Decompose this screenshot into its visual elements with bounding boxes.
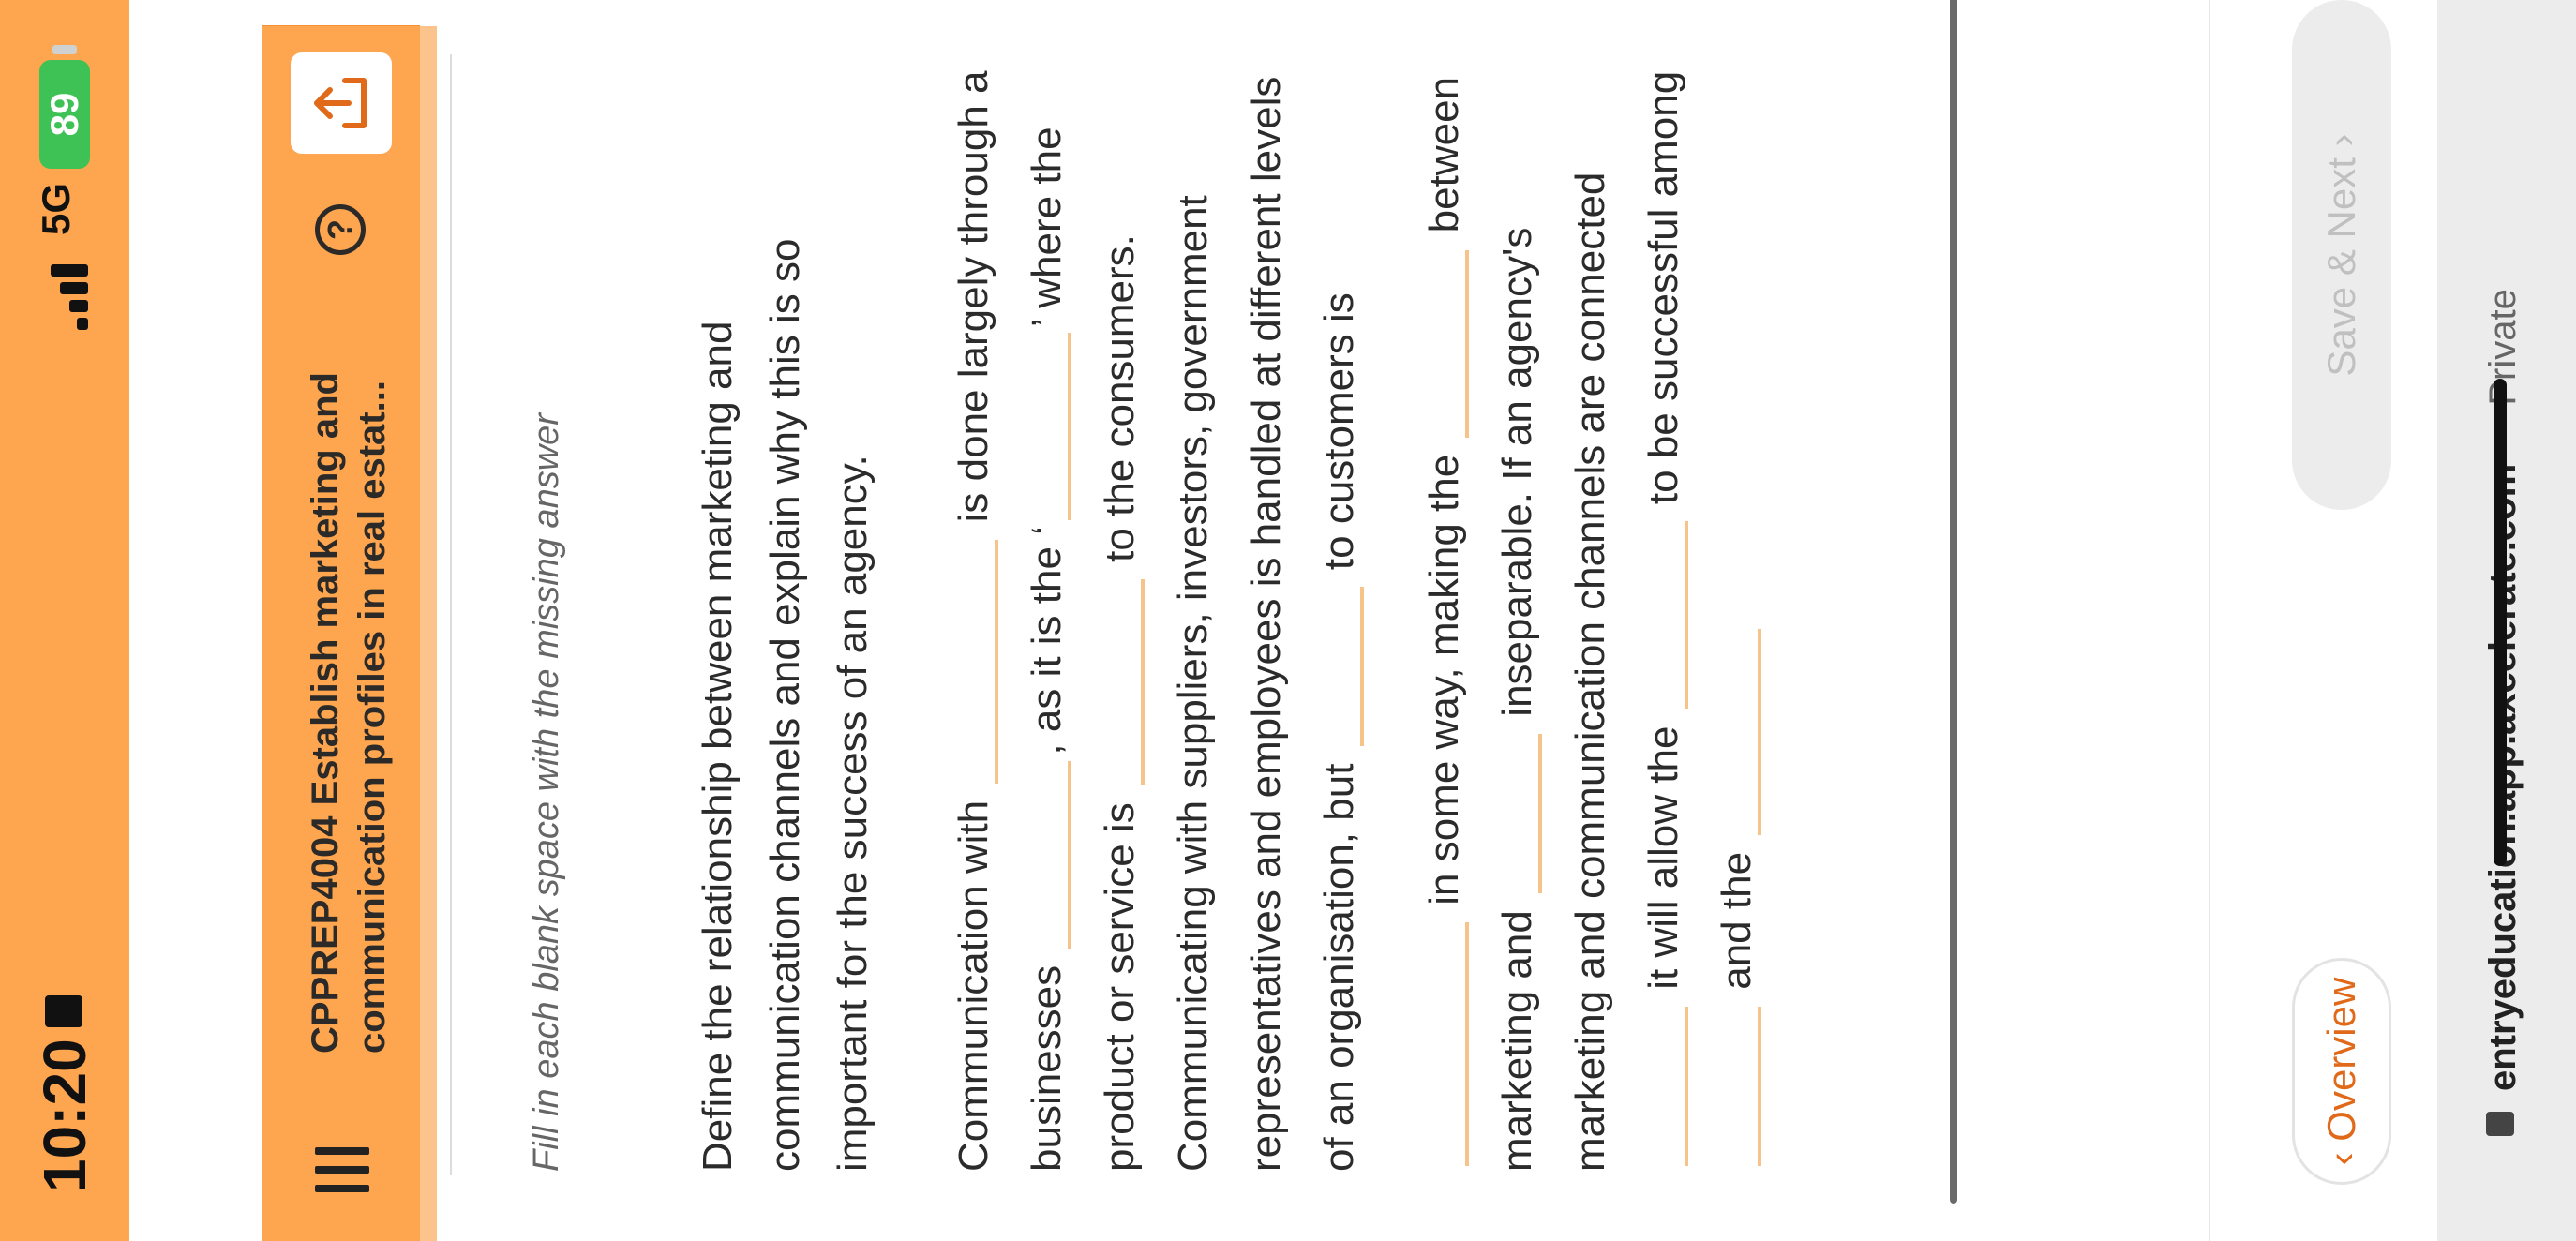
status-bar: 10:20 5G 89 (0, 0, 129, 1241)
chevron-left-icon: ‹ (2319, 1141, 2363, 1166)
save-next-button[interactable]: Save & Next › (2292, 0, 2391, 510)
header-shadow (420, 26, 437, 1241)
question-text: Define the relationship between marketin… (695, 238, 876, 1172)
blank-input[interactable] (1490, 733, 1542, 893)
instruction-text: Fill in each blank space with the missin… (527, 413, 566, 1172)
blank-input[interactable] (1092, 579, 1145, 786)
share-button[interactable] (291, 52, 392, 154)
browser-url-bar[interactable]: entryeducation.app.axcelerate.com — Priv… (2437, 0, 2576, 1241)
menu-icon[interactable] (311, 1140, 371, 1200)
blank-input[interactable] (1709, 1007, 1761, 1166)
blank-input[interactable] (946, 539, 998, 784)
cloze-text: to customers is (1316, 292, 1362, 571)
chevron-right-icon: › (2319, 133, 2363, 158)
divider (450, 54, 452, 1175)
cloze-text: to be successful among (1640, 70, 1686, 505)
cloze-text: Communication with (951, 800, 996, 1172)
cloze-text: it will allow the (1640, 725, 1686, 990)
battery-indicator: 89 (39, 60, 90, 169)
blank-input[interactable] (1416, 249, 1469, 438)
screen-lock-icon (45, 995, 82, 1027)
cloze-paragraph-2: in some way, making the between marketin… (1408, 66, 1774, 1172)
overview-button[interactable]: ‹ Overview (2292, 958, 2391, 1185)
blank-input[interactable] (1636, 521, 1688, 710)
overview-label: Overview (2319, 977, 2363, 1142)
battery-tip-icon (52, 45, 77, 54)
footer-divider (2209, 0, 2210, 1241)
lock-icon (2486, 1112, 2514, 1136)
home-indicator[interactable] (2494, 379, 2507, 866)
horizontal-scrollbar[interactable] (1950, 0, 1957, 1204)
save-next-label: Save & Next (2319, 157, 2363, 377)
blank-input[interactable] (1019, 760, 1071, 949)
cloze-paragraph-1: Communication with is done largely throu… (937, 66, 1376, 1172)
blank-input[interactable] (1311, 587, 1364, 747)
blank-input[interactable] (1416, 922, 1469, 1166)
cloze-text: as it is the ‘ (1024, 526, 1070, 733)
help-icon[interactable]: ? (315, 204, 366, 255)
network-type: 5G (34, 183, 78, 236)
clock: 10:20 (31, 1039, 98, 1192)
signal-icon (51, 262, 88, 330)
blank-input[interactable] (1636, 1007, 1688, 1166)
blank-input[interactable] (1709, 628, 1761, 835)
cloze-text: , (1024, 743, 1070, 755)
cloze-text: and the (1714, 851, 1760, 990)
cloze-passage: Communication with is done largely throu… (937, 66, 1805, 1172)
cloze-text: in some way, making the (1421, 454, 1467, 905)
unit-title: CPPREP4004 Establish marketing and commu… (305, 372, 393, 1054)
blank-input[interactable] (1019, 333, 1071, 521)
upload-icon (314, 78, 367, 128)
app-header: CPPREP4004 Establish marketing and commu… (262, 25, 420, 1241)
